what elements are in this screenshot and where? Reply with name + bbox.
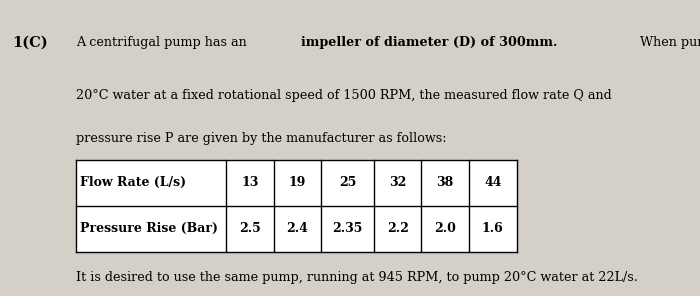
Bar	[374, 206, 421, 252]
Bar	[469, 160, 517, 206]
Text: 44: 44	[484, 176, 502, 189]
Text: Flow Rate (L/s): Flow Rate (L/s)	[80, 176, 187, 189]
Bar	[226, 160, 274, 206]
Bar	[274, 206, 321, 252]
Text: 2.5: 2.5	[239, 222, 261, 235]
Text: impeller of diameter (D) of 300mm.: impeller of diameter (D) of 300mm.	[301, 36, 557, 49]
Text: pressure rise P are given by the manufacturer as follows:: pressure rise P are given by the manufac…	[76, 132, 446, 145]
Text: It is desired to use the same pump, running at 945 RPM, to pump 20°C water at 22: It is desired to use the same pump, runn…	[76, 271, 638, 284]
Bar	[421, 206, 469, 252]
Text: 13: 13	[241, 176, 258, 189]
Bar	[469, 206, 517, 252]
Text: 2.4: 2.4	[286, 222, 309, 235]
Text: 2.2: 2.2	[386, 222, 409, 235]
Text: 19: 19	[289, 176, 306, 189]
Bar	[321, 206, 374, 252]
Text: Pressure Rise (Bar): Pressure Rise (Bar)	[80, 222, 218, 235]
Text: 32: 32	[389, 176, 406, 189]
Text: 1.6: 1.6	[482, 222, 504, 235]
Text: 20°C water at a fixed rotational speed of 1500 RPM, the measured flow rate Q and: 20°C water at a fixed rotational speed o…	[76, 89, 611, 102]
Text: 25: 25	[339, 176, 356, 189]
Bar	[274, 160, 321, 206]
Bar	[321, 160, 374, 206]
Text: 2.35: 2.35	[332, 222, 363, 235]
Text: 38: 38	[437, 176, 454, 189]
Text: When pumping: When pumping	[632, 36, 700, 49]
Text: 2.0: 2.0	[434, 222, 456, 235]
Bar	[374, 160, 421, 206]
Text: A centrifugal pump has an: A centrifugal pump has an	[76, 36, 251, 49]
Bar	[226, 206, 274, 252]
Text: 1(C): 1(C)	[13, 36, 48, 49]
Bar	[421, 160, 469, 206]
